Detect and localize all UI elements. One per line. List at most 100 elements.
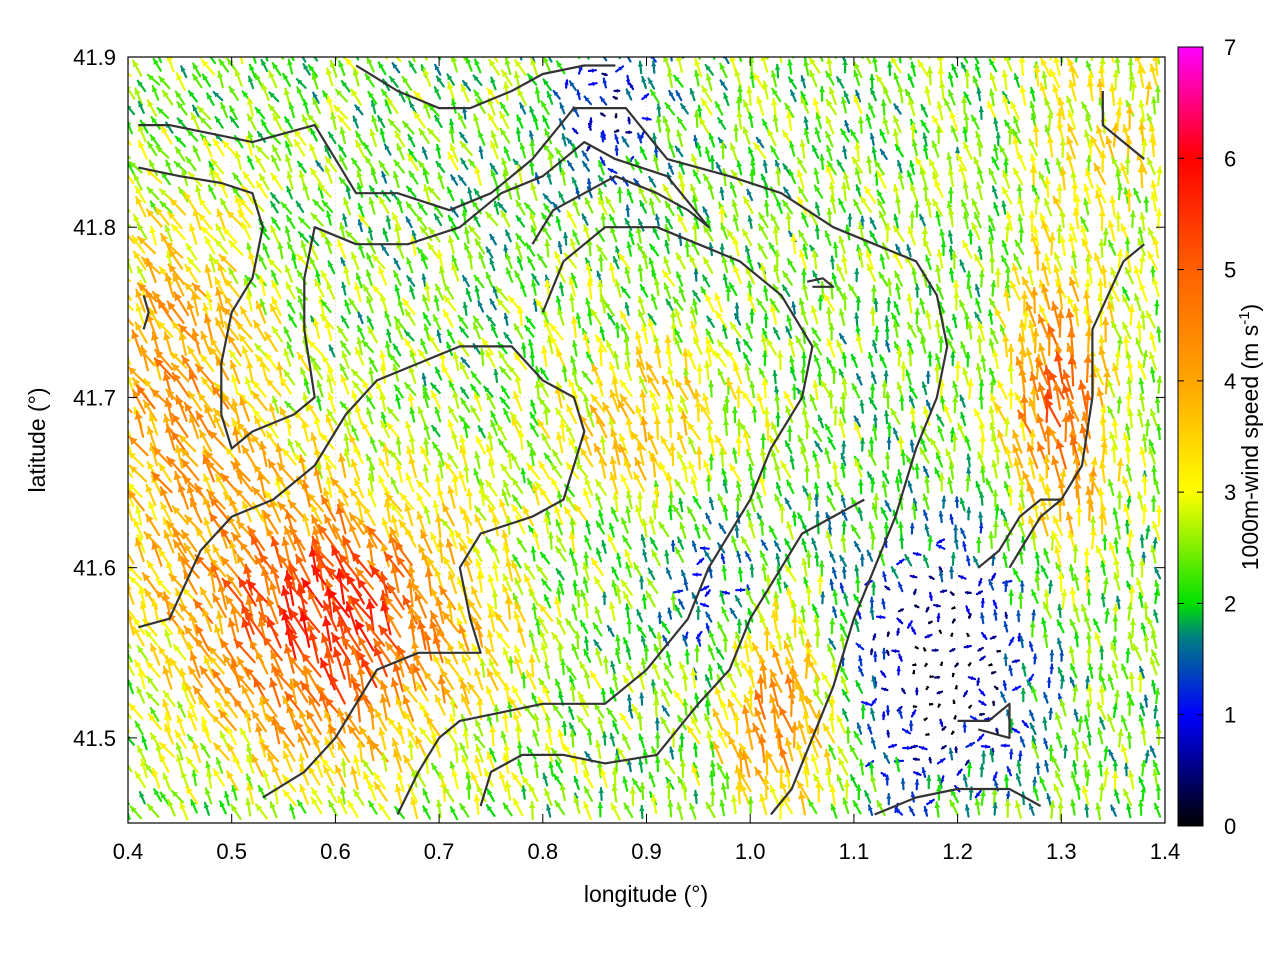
wind-vector	[611, 566, 620, 581]
wind-vector	[725, 285, 732, 302]
wind-vector	[325, 566, 349, 593]
terrain-contour	[1008, 243, 1145, 569]
wind-vector	[640, 416, 649, 443]
wind-vector	[825, 530, 833, 550]
wind-vector	[900, 777, 906, 791]
wind-vector	[485, 349, 496, 368]
wind-vector	[704, 589, 711, 597]
wind-vector	[664, 102, 676, 116]
wind-vector	[824, 423, 834, 438]
wind-vector	[1042, 454, 1051, 479]
wind-vector	[298, 216, 311, 230]
wind-vector	[908, 805, 916, 817]
wind-vector	[495, 631, 510, 649]
wind-vector	[386, 421, 400, 440]
wind-vector	[612, 95, 619, 101]
wind-vector	[192, 104, 200, 118]
wind-vector	[850, 353, 859, 368]
wind-vector	[663, 678, 673, 695]
wind-vector	[531, 602, 538, 620]
wind-vector	[963, 57, 969, 64]
wind-vector	[241, 603, 255, 636]
wind-vector	[175, 72, 186, 92]
wind-vector	[658, 521, 670, 538]
wind-vector	[876, 170, 887, 190]
wind-vector	[977, 166, 984, 184]
wind-vector	[1044, 759, 1050, 773]
wind-vector	[814, 628, 821, 649]
wind-vector	[1051, 755, 1061, 772]
wind-vector	[925, 685, 930, 691]
wind-vector	[486, 668, 499, 691]
wind-vector	[962, 126, 968, 143]
wind-vector	[157, 57, 162, 64]
wind-vector	[1110, 443, 1118, 464]
wind-vector	[341, 281, 347, 296]
wind-vector	[717, 493, 726, 511]
wind-vector	[1116, 490, 1123, 510]
wind-vector	[802, 485, 810, 499]
wind-vector	[672, 296, 684, 311]
wind-vector	[438, 585, 456, 611]
wind-vector	[392, 748, 403, 773]
wind-vector	[134, 770, 146, 789]
wind-vector	[1003, 416, 1011, 437]
wind-vector	[535, 618, 541, 636]
wind-vector	[660, 688, 671, 707]
wind-vector	[869, 596, 875, 609]
wind-vector	[813, 482, 820, 498]
wind-vector	[285, 281, 296, 300]
wind-vector	[582, 332, 591, 354]
wind-vector	[348, 512, 365, 536]
wind-vector	[442, 309, 454, 328]
wind-vector	[326, 588, 351, 619]
wind-vector	[1020, 290, 1029, 315]
wind-vector	[750, 158, 756, 175]
wind-vector	[220, 101, 229, 119]
wind-vector	[641, 323, 649, 345]
wind-vector	[927, 57, 931, 59]
wind-vector	[458, 542, 473, 564]
wind-vector	[892, 115, 902, 134]
wind-vector	[991, 156, 1000, 171]
wind-vector	[434, 406, 442, 423]
wind-vector	[781, 284, 791, 297]
wind-vector	[355, 496, 364, 521]
terrain-contour	[142, 294, 150, 330]
wind-vector	[1156, 423, 1162, 441]
wind-vector	[779, 780, 791, 803]
wind-vector	[192, 740, 202, 764]
wind-vector	[141, 735, 148, 751]
wind-vector	[1009, 280, 1021, 301]
wind-vector	[893, 103, 902, 115]
wind-vector	[678, 598, 685, 610]
wind-vector	[330, 112, 337, 131]
wind-vector	[688, 436, 697, 455]
wind-vector	[270, 200, 279, 214]
wind-vector	[1030, 286, 1039, 314]
wind-vector	[679, 732, 685, 748]
wind-vector	[858, 758, 865, 776]
wind-vector	[403, 338, 417, 356]
wind-vector	[836, 714, 847, 734]
wind-vector	[683, 376, 697, 400]
wind-vector	[938, 336, 945, 353]
wind-vector	[1013, 457, 1022, 482]
wind-vector	[776, 350, 784, 371]
wind-vector	[768, 525, 778, 540]
wind-vector	[285, 154, 293, 173]
wind-vector	[639, 283, 649, 298]
wind-vector	[966, 321, 974, 340]
wind-vector	[770, 609, 779, 633]
wind-vector	[383, 498, 392, 523]
wind-vector	[317, 182, 332, 198]
wind-vector	[861, 57, 864, 59]
wind-vector	[732, 712, 741, 735]
wind-vector	[784, 497, 792, 510]
wind-vector	[1114, 107, 1123, 131]
wind-vector	[800, 90, 809, 106]
wind-vector	[686, 506, 697, 522]
wind-vector	[348, 434, 361, 456]
wind-vector	[1140, 726, 1147, 746]
wind-vector	[831, 566, 838, 580]
